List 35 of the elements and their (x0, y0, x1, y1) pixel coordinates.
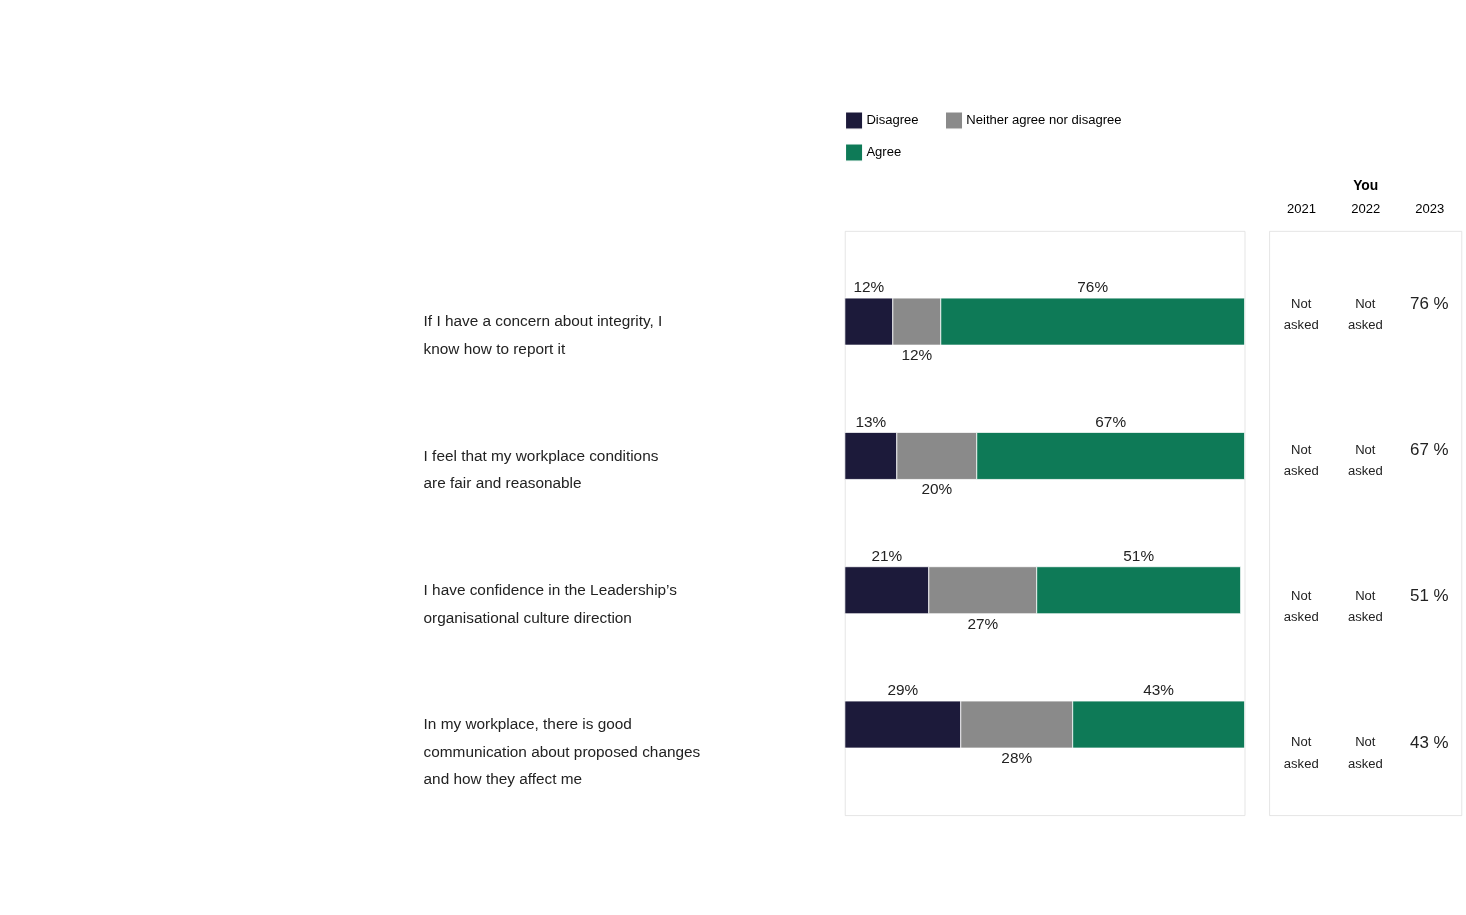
y-tick-label: I feel that my workplace conditions are fair and reasonable (423, 446, 659, 492)
text: 43 % (1410, 732, 1449, 752)
data-label: 28% (1001, 748, 1033, 766)
text: 67 % (1410, 440, 1449, 460)
legend-label: Neither agree nor disagree (966, 112, 1122, 128)
text: You (1353, 176, 1379, 193)
text: 51 % (1410, 586, 1449, 606)
text: 76 % (1410, 294, 1449, 314)
text: Not asked (1347, 295, 1383, 333)
text: Not asked (1283, 295, 1319, 333)
y-tick-label: I have confidence in the Leadership’s organisational culture direction (423, 580, 678, 626)
y-tick-label: In my workplace, there is good communication about proposed changes and how they affect me (423, 715, 701, 788)
text: Not asked (1283, 587, 1319, 625)
data-label: 12% (901, 346, 933, 364)
category-label: 2022 (1351, 200, 1381, 216)
category-label: 2023 (1415, 200, 1445, 216)
data-label: 21% (871, 547, 903, 565)
data-label: 12% (853, 278, 885, 296)
legend-label: Disagree (866, 112, 919, 128)
data-label: 29% (887, 681, 919, 699)
text: Not asked (1347, 441, 1383, 479)
y-tick-label: If I have a concern about integrity, I know how to report it (423, 312, 663, 357)
legend-label: Agree (866, 144, 902, 160)
data-label: 67% (1095, 412, 1127, 430)
category-label: 2021 (1287, 200, 1317, 216)
text: Not asked (1347, 587, 1383, 625)
data-label: 51% (1123, 547, 1155, 565)
text: Not asked (1347, 734, 1383, 771)
data-label: 27% (967, 614, 999, 632)
text: Not asked (1283, 441, 1319, 479)
text: Not asked (1283, 734, 1319, 771)
data-label: 13% (855, 412, 887, 430)
data-label: 20% (921, 480, 953, 498)
data-label: 43% (1143, 681, 1175, 699)
data-label: 76% (1077, 278, 1109, 296)
